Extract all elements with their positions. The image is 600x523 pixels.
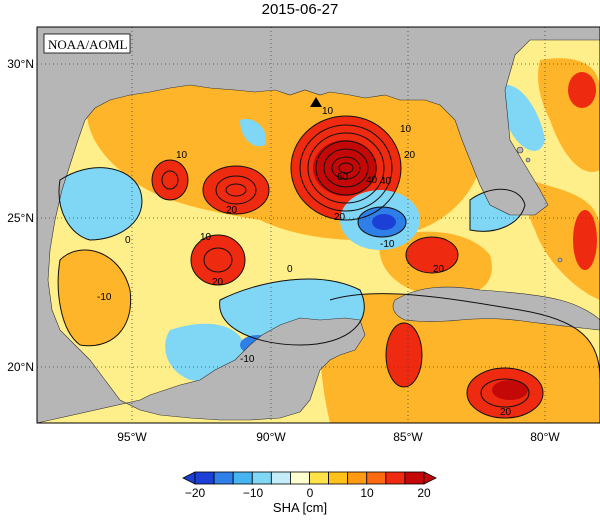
colorbar-swatch	[290, 471, 310, 485]
contour-label: 60	[337, 172, 349, 183]
plot-frame	[36, 26, 600, 424]
lon-label: 80°W	[530, 430, 560, 444]
colorbar-swatch	[404, 471, 425, 485]
colorbar-swatch	[251, 471, 272, 485]
colorbar-tick-label: 20	[417, 486, 431, 500]
colorbar-arrow-high	[423, 471, 437, 485]
colorbar-swatch	[366, 471, 387, 485]
contour-label: 20	[334, 212, 346, 223]
credit-box	[43, 33, 131, 54]
contour-label: 10	[400, 124, 412, 135]
contour-label: 40	[366, 175, 378, 186]
contour-label: -10	[380, 239, 395, 250]
lat-label: 30°N	[7, 57, 34, 71]
contour-labels: 10 10 10 10 20 20 20 20 20 40 40 60 0 0 …	[97, 106, 512, 418]
colorbar-swatch	[328, 471, 349, 485]
colorbar-swatch	[309, 471, 329, 485]
contour-label: 10	[200, 232, 212, 243]
colorbar-arrow-low	[182, 471, 196, 485]
lon-label: 85°W	[393, 430, 423, 444]
colorbar-tick-label: −20	[185, 486, 206, 500]
contour-label: 20	[500, 407, 512, 418]
colorbar	[182, 471, 437, 485]
contour-label: 20	[212, 277, 224, 288]
colorbar-tick-label: 0	[307, 486, 314, 500]
lat-label: 20°N	[7, 360, 34, 374]
land	[37, 27, 600, 423]
credit-label: NOAA/AOML	[48, 37, 128, 52]
contour-label: -10	[97, 292, 112, 303]
map-title: 2015-06-27	[261, 1, 339, 18]
contour-label: 20	[404, 150, 416, 161]
colorbar-swatch	[232, 471, 253, 485]
deepest-cold-core	[372, 214, 396, 230]
map-plot-area: 10 10 10 10 20 20 20 20 20 40 40 60 0 0 …	[37, 27, 600, 423]
colorbar-swatch	[270, 471, 291, 485]
colorbar-unit-label: SHA [cm]	[272, 500, 328, 515]
contour-label: 40	[380, 176, 392, 187]
contour-label: 20	[226, 205, 238, 216]
lat-label: 25°N	[7, 211, 34, 225]
contour-label: 10	[176, 150, 188, 161]
latitude-labels: 30°N 25°N 20°N	[7, 57, 34, 374]
longitude-labels: 95°W 90°W 85°W 80°W	[117, 430, 560, 444]
colorbar-swatch	[194, 471, 215, 485]
colorbar-tick-label: 10	[360, 486, 374, 500]
lon-label: 95°W	[117, 430, 147, 444]
contour-label: 20	[433, 264, 445, 275]
contour-lines	[57, 115, 600, 419]
colorbar-tick-label: −10	[243, 486, 264, 500]
colorbar-swatch	[347, 471, 368, 485]
colorbar-tick-labels: −20 −10 0 10 20	[185, 486, 431, 500]
contour-label: 0	[125, 235, 131, 246]
lon-label: 90°W	[256, 430, 286, 444]
colorbar-swatch	[213, 471, 234, 485]
contour-label: 0	[287, 264, 293, 275]
colorbar-swatch	[385, 471, 406, 485]
triangle-marker-icon	[310, 97, 322, 107]
contour-label: -10	[240, 354, 255, 365]
contour-label: 10	[322, 106, 334, 117]
